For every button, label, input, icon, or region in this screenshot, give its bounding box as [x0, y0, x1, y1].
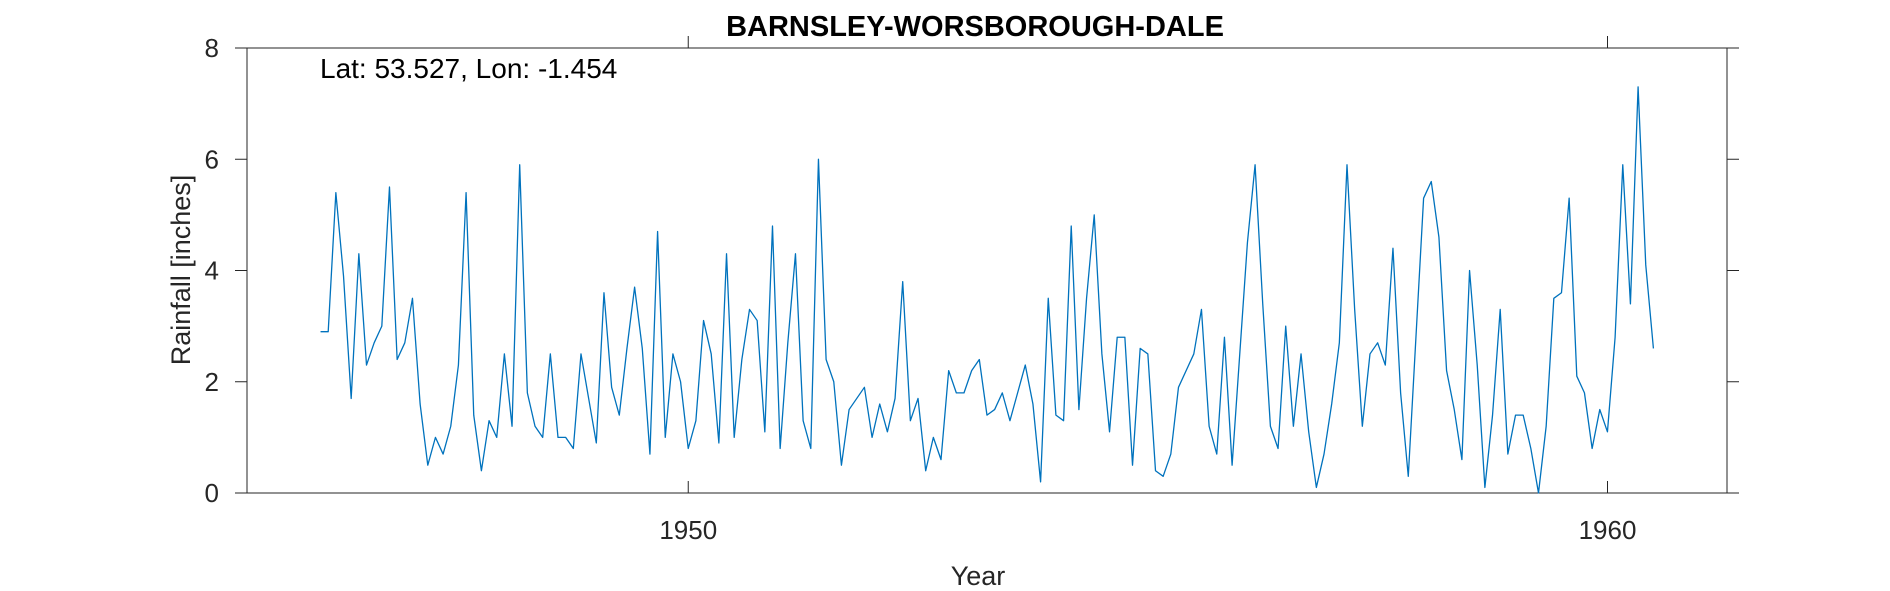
- rainfall-series-line: [320, 86, 1655, 494]
- y-tick-label: 0: [205, 478, 219, 508]
- x-axis-label: Year: [951, 561, 1006, 591]
- x-axis: 1950 1960: [659, 36, 1636, 545]
- x-tick-label: 1960: [1579, 515, 1637, 545]
- y-tick-label: 6: [205, 144, 219, 174]
- y-tick-label: 8: [205, 33, 219, 63]
- y-tick-label: 2: [205, 367, 219, 397]
- y-axis-label: Rainfall [inches]: [166, 175, 196, 366]
- y-tick-label: 4: [205, 256, 219, 286]
- location-annotation: Lat: 53.527, Lon: -1.454: [320, 53, 617, 84]
- y-axis: 0 2 4 6 8: [205, 33, 1739, 508]
- chart-title: BARNSLEY-WORSBOROUGH-DALE: [726, 11, 1224, 43]
- x-tick-label: 1950: [659, 515, 717, 545]
